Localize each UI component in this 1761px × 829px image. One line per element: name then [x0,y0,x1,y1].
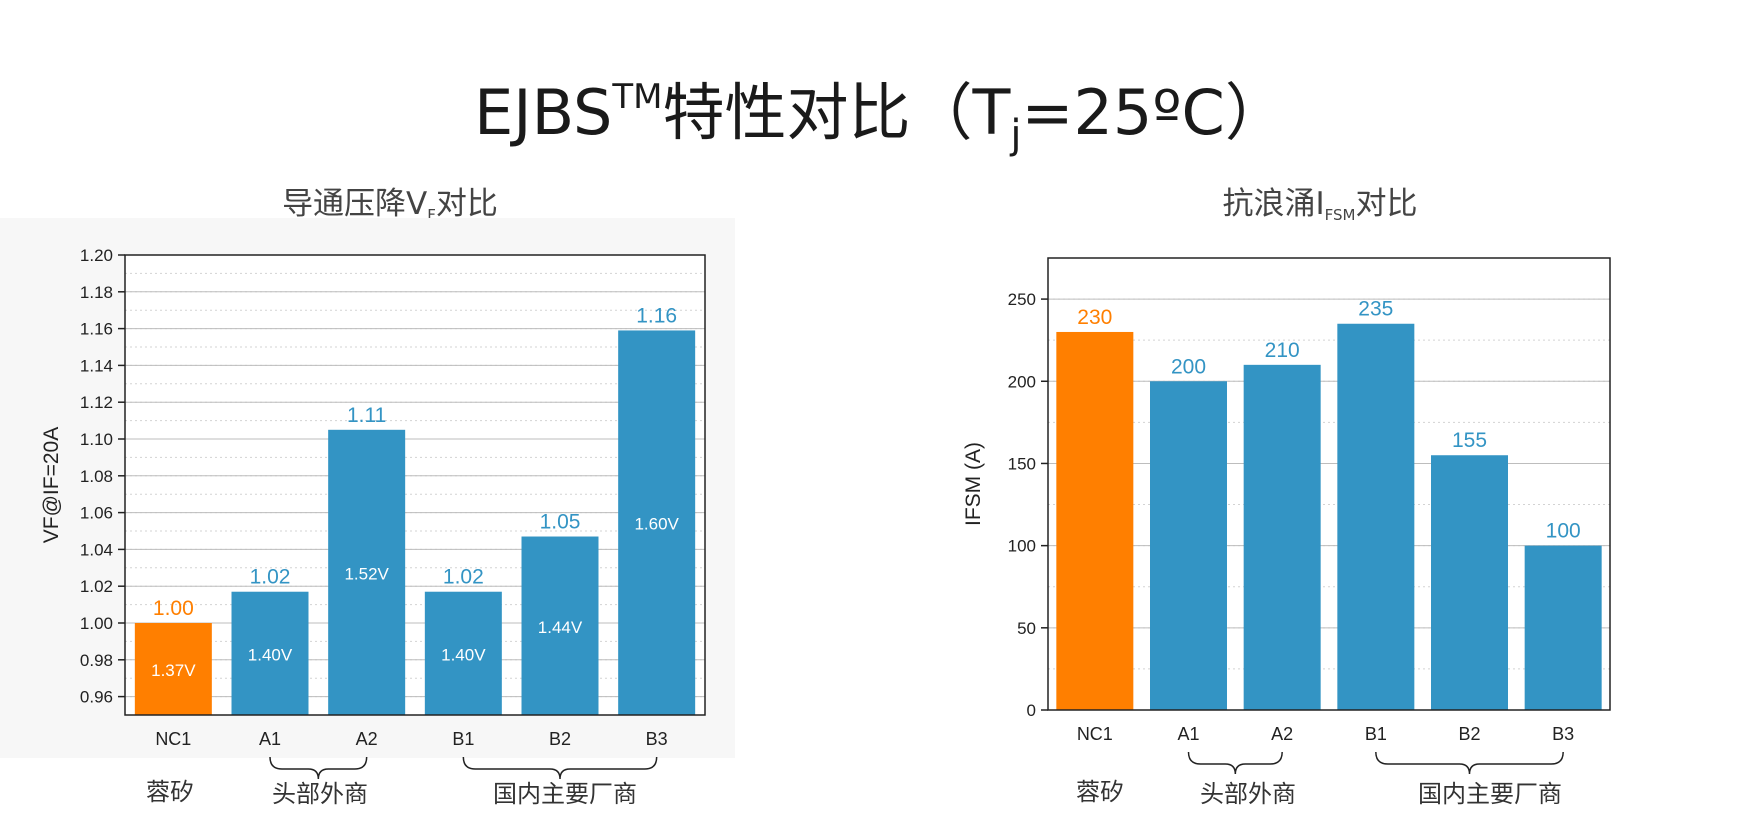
left-bar-top-label: 1.02 [443,566,484,589]
left-bar-NC1 [134,623,212,715]
left-y-tick-label: 1.02 [80,577,113,596]
left-bar-inner-label: 1.60V [634,515,679,534]
left-title-end: 对比 [435,186,498,222]
right-bar-A2 [1243,364,1321,710]
left-bar-inner-label: 1.37V [151,661,196,680]
right-x-tick-label: A2 [1271,724,1293,744]
left-bar-A2 [328,429,406,715]
left-x-tick-label: A2 [356,729,378,749]
left-y-tick-label: 1.12 [80,393,113,412]
right-bar-NC1 [1056,331,1134,710]
left-y-axis-label: VF@IF=20A [40,427,63,543]
left-x-tick-label: B2 [549,729,571,749]
left-y-tick-label: 0.96 [80,688,113,707]
right-title-main: 抗浪涌I [1222,186,1325,222]
right-plot-frame [1047,257,1611,711]
slide-title-sub: j [1010,112,1022,158]
left-plot-frame [124,254,706,716]
left-bar-B2 [521,536,599,715]
right-y-axis-label: IFSM (A) [962,442,985,526]
left-x-tick-label: NC1 [155,729,191,749]
left-y-tick-label: 1.20 [80,246,113,265]
right-x-tick-label: B2 [1458,724,1480,744]
left-x-tick-label: A1 [259,729,281,749]
right-bar-B2 [1431,455,1508,710]
left-bar-top-label: 1.05 [540,511,581,534]
right-bar-top-label: 210 [1265,339,1300,362]
left-y-tick-label: 1.06 [80,504,113,523]
left-group-brace-2 [462,756,658,780]
left-bar-inner-label: 1.40V [248,645,293,664]
right-bar-B3 [1524,545,1602,710]
left-group-brace-1 [269,756,368,780]
left-bar-inner-label: 1.40V [441,645,486,664]
right-bar-top-label: 235 [1358,298,1393,321]
left-group-label-2: 国内主要厂商 [493,780,637,808]
right-y-tick-label: 100 [1008,537,1036,556]
right-bar-A1 [1150,381,1227,710]
left-bar-top-label: 1.02 [250,566,291,589]
right-group-brace-2 [1375,751,1564,775]
slide-title-end: =25ºC） [1021,76,1287,149]
left-y-tick-label: 1.08 [80,467,113,486]
slide-title-sup: TM [612,77,663,117]
right-bar-B1 [1337,323,1415,710]
left-title-sub: F [427,206,436,224]
right-x-tick-label: B3 [1552,724,1574,744]
left-y-tick-label: 1.16 [80,320,113,339]
left-group-label-1: 头部外商 [272,780,368,808]
right-group-brace-1 [1187,751,1283,775]
right-y-tick-label: 250 [1008,290,1036,309]
right-bar-top-label: 100 [1546,520,1581,543]
right-y-tick-label: 200 [1008,372,1036,391]
left-bar-A1 [231,591,309,715]
left-title-main: 导通压降V [282,186,428,222]
right-title-end: 对比 [1355,186,1418,222]
left-y-tick-label: 0.98 [80,651,113,670]
left-bar-B1 [424,591,502,715]
right-y-tick-label: 0 [1027,701,1036,720]
slide-title-mid: 特性对比（T [662,76,1011,149]
left-y-tick-label: 1.14 [80,356,113,375]
left-bar-inner-label: 1.52V [344,564,389,583]
left-bar-top-label: 1.00 [153,597,194,620]
right-bar-top-label: 155 [1452,429,1487,452]
right-y-tick-label: 50 [1017,619,1036,638]
left-panel-title: 导通压降VF对比 [200,178,580,224]
left-group-label-0: 蓉矽 [146,778,194,806]
left-bar-top-label: 1.16 [636,304,677,327]
left-plot-area [125,255,705,715]
right-group-label-1: 头部外商 [1200,780,1296,808]
right-title-sub: FSM [1324,206,1356,224]
left-y-tick-label: 1.00 [80,614,113,633]
slide-title-main: EJBS [474,76,613,149]
left-x-tick-label: B1 [452,729,474,749]
right-y-tick-label: 150 [1008,454,1036,473]
left-bar-B3 [618,330,696,715]
left-y-tick-label: 1.18 [80,283,113,302]
right-x-tick-label: A1 [1177,724,1199,744]
left-y-tick-label: 1.10 [80,430,113,449]
right-group-label-2: 国内主要厂商 [1418,780,1562,808]
right-x-tick-label: B1 [1365,724,1387,744]
left-y-tick-label: 1.04 [80,540,113,559]
left-bar-top-label: 1.11 [347,404,386,427]
right-x-tick-label: NC1 [1077,724,1113,744]
left-x-tick-label: B3 [646,729,668,749]
right-panel-title: 抗浪涌IFSM对比 [1130,178,1510,224]
right-plot-area [1048,258,1610,710]
right-bar-top-label: 230 [1077,306,1112,329]
left-bar-inner-label: 1.44V [538,618,583,637]
right-group-label-0: 蓉矽 [1076,778,1124,806]
right-bar-top-label: 200 [1171,355,1206,378]
slide-title: EJBSTM特性对比（Tj=25ºC） [0,62,1761,158]
